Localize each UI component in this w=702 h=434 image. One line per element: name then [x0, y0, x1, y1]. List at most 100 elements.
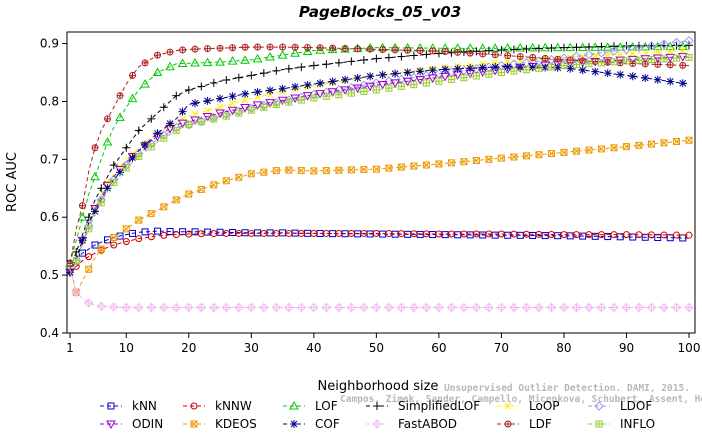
data-point — [666, 61, 674, 69]
data-point — [265, 51, 275, 61]
data-point — [385, 84, 393, 92]
data-point — [197, 230, 205, 238]
data-point — [622, 231, 630, 239]
data-point — [672, 231, 680, 239]
data-point — [441, 48, 449, 56]
data-point — [384, 53, 393, 62]
data-point — [627, 55, 638, 65]
data-point — [491, 63, 500, 72]
data-point — [352, 84, 363, 94]
data-point — [622, 57, 630, 65]
data-point — [204, 45, 212, 53]
data-point — [159, 103, 168, 112]
data-point — [78, 236, 87, 245]
data-point — [285, 166, 293, 174]
data-point — [560, 231, 568, 239]
y-tick-label: 0.8 — [40, 94, 59, 108]
data-point — [234, 73, 243, 82]
data-point — [616, 70, 625, 79]
data-point — [272, 229, 280, 237]
data-point — [472, 72, 480, 80]
legend-marker — [594, 401, 604, 411]
data-point — [290, 48, 300, 57]
data-point — [485, 230, 493, 238]
data-point — [97, 245, 105, 253]
data-point — [497, 45, 506, 54]
data-point — [591, 232, 599, 240]
data-point — [634, 42, 644, 53]
data-point — [609, 302, 619, 313]
data-point — [147, 114, 156, 123]
data-point — [685, 231, 693, 239]
data-point — [679, 47, 687, 55]
data-point — [572, 61, 580, 69]
legend-marker — [595, 420, 603, 428]
data-point — [190, 58, 200, 67]
y-tick-label: 0.4 — [40, 326, 59, 340]
data-point — [422, 50, 431, 59]
data-point — [671, 37, 682, 48]
x-tick-label: 100 — [678, 341, 701, 355]
data-point — [510, 67, 518, 75]
data-point — [471, 302, 482, 313]
data-point — [79, 202, 87, 210]
data-point — [535, 151, 543, 159]
data-point — [384, 302, 394, 313]
data-point — [497, 69, 505, 77]
data-point — [397, 52, 406, 61]
data-point — [147, 210, 155, 218]
legend-marker — [373, 402, 381, 410]
data-point — [591, 67, 600, 76]
data-point — [277, 96, 288, 106]
data-point — [166, 48, 174, 56]
data-point — [360, 166, 368, 174]
data-point — [647, 56, 655, 64]
data-point — [666, 77, 675, 86]
data-point — [653, 75, 662, 84]
data-point — [259, 302, 269, 313]
data-point — [121, 302, 131, 313]
y-tick-label: 0.5 — [40, 268, 59, 282]
data-point — [147, 233, 155, 241]
data-point — [472, 47, 481, 56]
data-point — [335, 166, 343, 174]
data-point — [641, 49, 649, 57]
data-point — [304, 44, 312, 52]
data-point — [72, 257, 80, 265]
data-point — [522, 230, 530, 238]
data-point — [609, 42, 618, 51]
data-point — [229, 44, 237, 52]
data-point — [271, 302, 282, 313]
data-point — [134, 126, 143, 135]
data-point — [616, 233, 624, 241]
data-point — [571, 302, 582, 313]
data-point — [459, 302, 469, 313]
data-point — [372, 229, 380, 237]
data-point — [659, 302, 669, 313]
data-point — [547, 150, 555, 158]
data-point — [309, 61, 318, 70]
watermark-line-2: Campos, Zimek, Sander, Campello, Micenko… — [340, 394, 702, 405]
data-point — [654, 48, 662, 56]
data-point — [446, 302, 457, 313]
data-point — [146, 302, 156, 313]
data-point — [284, 302, 294, 313]
data-point — [677, 53, 688, 62]
data-point — [509, 302, 519, 313]
legend-marker — [504, 402, 512, 410]
x-axis-label: Neighborhood size — [318, 379, 439, 394]
data-point — [153, 129, 162, 138]
data-point — [285, 229, 293, 237]
data-point — [497, 230, 505, 238]
data-point — [572, 231, 580, 239]
data-point — [621, 44, 632, 55]
data-point — [316, 44, 324, 52]
legend-item-lof: LOF — [283, 399, 338, 413]
data-point — [654, 60, 662, 68]
series-cof — [66, 62, 690, 277]
legend-item-simplifiedlof: SimplifiedLOF — [366, 399, 480, 413]
data-point — [241, 89, 250, 98]
legend-marker — [289, 400, 299, 410]
data-point — [216, 103, 224, 111]
data-point — [635, 231, 643, 239]
